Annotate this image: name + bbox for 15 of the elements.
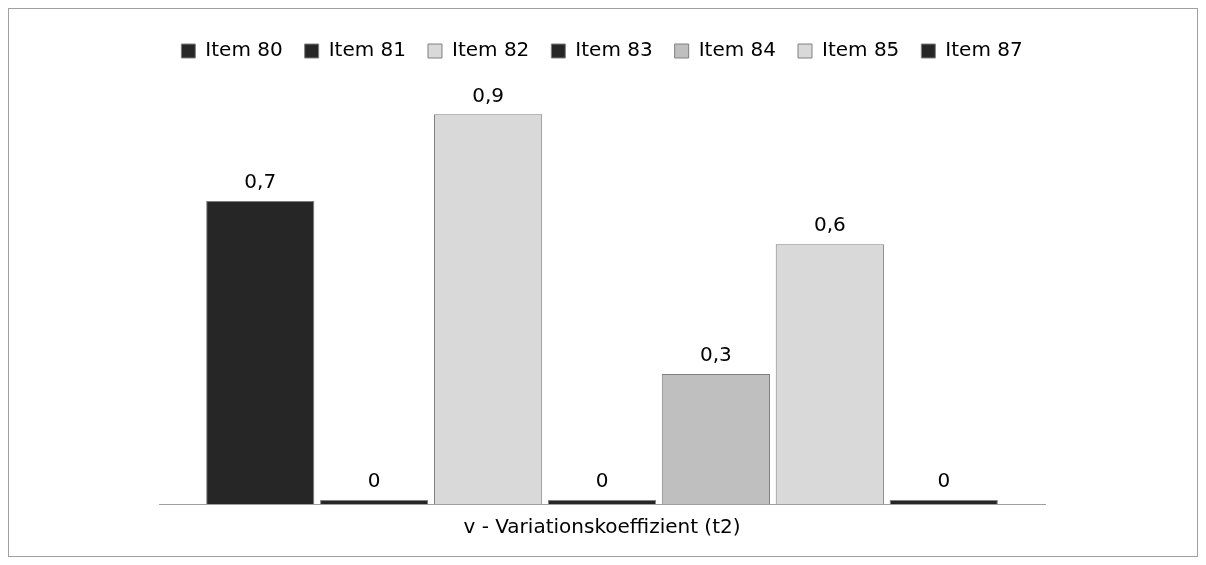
data-label: 0,9 xyxy=(472,82,504,107)
data-label: 0,7 xyxy=(244,169,277,194)
legend-label: Item 84 xyxy=(698,37,777,62)
data-label: 0 xyxy=(595,468,609,493)
legend-label: Item 81 xyxy=(328,37,407,62)
data-label: 0,3 xyxy=(700,342,732,367)
legend-label: Item 85 xyxy=(822,37,900,62)
legend-label: Item 87 xyxy=(945,37,1023,62)
x-axis-title: v - Variationskoeffizient (t2) xyxy=(463,514,741,539)
legend-label: Item 80 xyxy=(205,37,283,62)
legend-label: Item 83 xyxy=(575,37,653,62)
data-label: 0 xyxy=(937,468,951,493)
data-label: 0 xyxy=(367,468,381,493)
data-label: 0,6 xyxy=(813,212,846,237)
legend-label: Item 82 xyxy=(452,37,530,62)
